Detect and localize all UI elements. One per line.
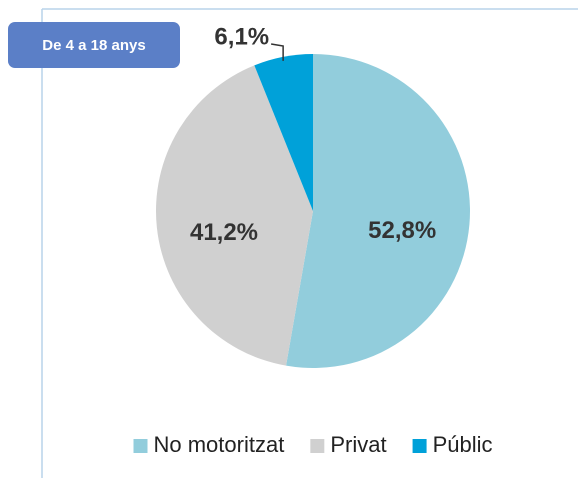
legend-label: No motoritzat (154, 432, 285, 457)
pie-slice (254, 54, 313, 211)
value-label: 6,1% (214, 23, 269, 50)
badge (8, 22, 180, 68)
legend-swatch (133, 439, 148, 453)
value-label: 41,2% (190, 219, 258, 246)
value-label: 52,8% (368, 217, 436, 244)
legend-label: Privat (330, 432, 386, 457)
badge-text: De 4 a 18 anys (42, 37, 145, 54)
pie-slice (156, 65, 313, 366)
leader-line (271, 43, 284, 61)
legend-label: Públic (433, 432, 493, 457)
legend-swatch (310, 439, 325, 453)
pie-slice (286, 54, 471, 369)
legend-swatch (412, 439, 427, 453)
